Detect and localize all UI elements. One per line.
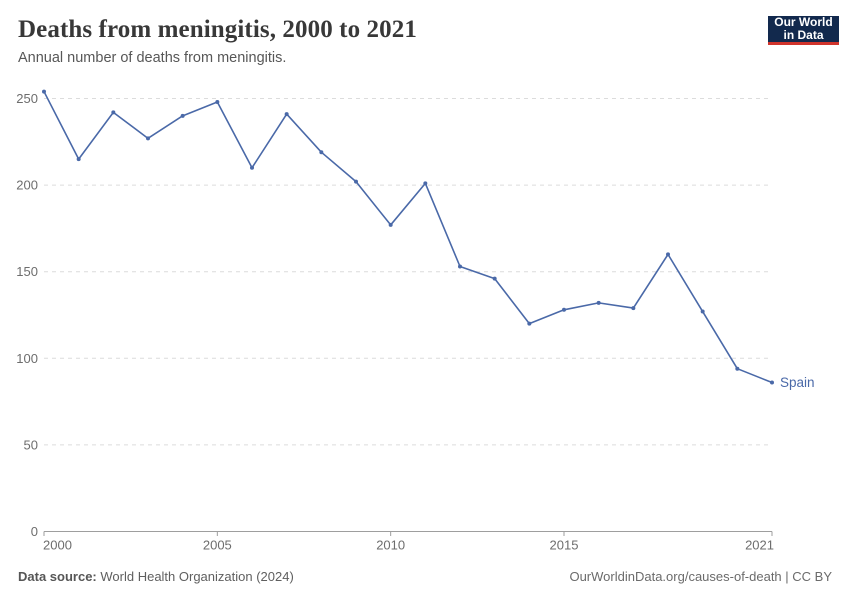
data-point[interactable] <box>596 300 601 305</box>
page-title: Deaths from meningitis, 2000 to 2021 <box>18 16 417 43</box>
data-source-text: World Health Organization (2024) <box>100 569 294 584</box>
x-tick-label: 2021 <box>745 538 774 553</box>
series-end-label: Spain <box>780 375 815 390</box>
data-point[interactable] <box>388 222 393 227</box>
x-tick-label: 2005 <box>203 538 232 553</box>
chart-subtitle: Annual number of deaths from meningitis. <box>18 50 287 67</box>
data-source-label: Data source: <box>18 569 97 584</box>
data-point[interactable] <box>562 307 566 312</box>
x-tick-label: 2010 <box>376 538 405 553</box>
data-point[interactable] <box>111 110 116 115</box>
data-point[interactable] <box>146 136 150 141</box>
y-tick-label: 100 <box>16 351 38 366</box>
data-point[interactable] <box>666 252 670 257</box>
data-point[interactable] <box>735 366 740 371</box>
data-point[interactable] <box>319 150 324 155</box>
license-text: OurWorldinData.org/causes-of-death | CC … <box>569 569 832 584</box>
data-point[interactable] <box>423 181 428 186</box>
logo-line-2: in Data <box>783 28 824 42</box>
y-tick-label: 50 <box>24 437 38 452</box>
data-point[interactable] <box>492 276 497 281</box>
data-point[interactable] <box>215 99 220 104</box>
data-point[interactable] <box>250 165 254 170</box>
data-point[interactable] <box>700 309 705 314</box>
data-source: Data source: World Health Organization (… <box>18 569 294 584</box>
data-point[interactable] <box>42 89 46 94</box>
y-tick-label: 250 <box>16 91 38 106</box>
data-point[interactable] <box>180 113 185 118</box>
data-point[interactable] <box>76 157 81 162</box>
data-point[interactable] <box>458 264 462 269</box>
data-point[interactable] <box>284 112 289 117</box>
series-line[interactable] <box>43 90 773 384</box>
x-tick-label: 2015 <box>550 538 579 553</box>
x-tick-label: 2000 <box>43 538 72 553</box>
owid-logo: Our World in Data <box>768 16 839 45</box>
data-point[interactable] <box>354 179 358 184</box>
y-tick-label: 0 <box>31 524 38 539</box>
logo-line-1: Our World <box>774 15 833 29</box>
data-point[interactable] <box>631 306 636 311</box>
y-tick-label: 150 <box>16 264 38 279</box>
data-point[interactable] <box>770 380 774 385</box>
chart-header: Deaths from meningitis, 2000 to 2021 Ann… <box>18 14 417 66</box>
y-tick-label: 200 <box>16 178 38 193</box>
chart-footer: Data source: World Health Organization (… <box>18 569 832 584</box>
data-point[interactable] <box>527 321 532 326</box>
